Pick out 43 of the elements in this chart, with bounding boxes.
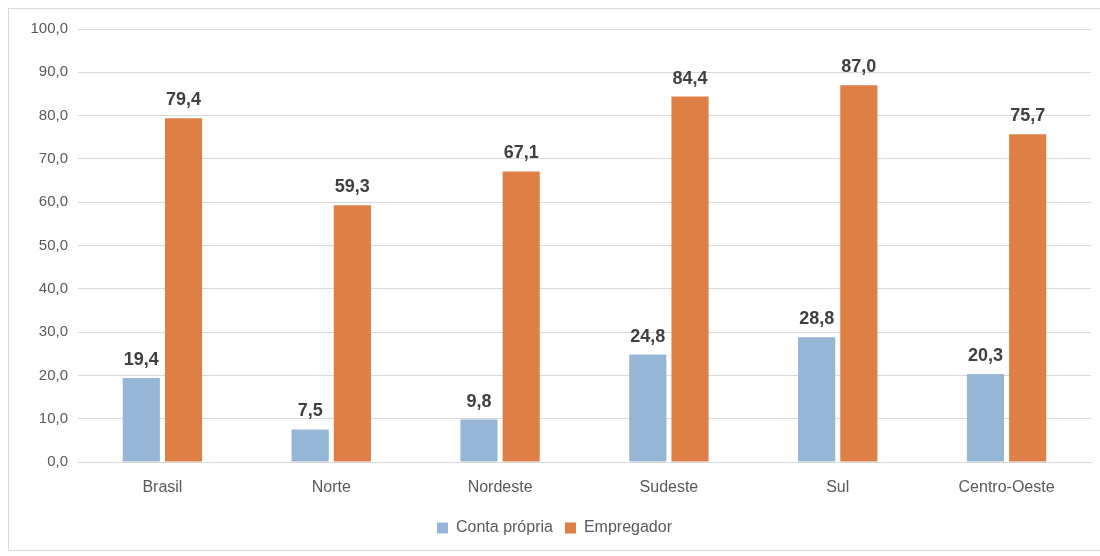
y-tick-label: 50,0: [38, 235, 68, 253]
y-tick-label: 100,0: [30, 19, 68, 37]
data-label: 9,8: [466, 390, 492, 411]
data-label: 59,3: [334, 176, 370, 197]
legend-label: Conta própria: [456, 518, 554, 536]
bar: [460, 419, 498, 462]
y-tick-label: 80,0: [38, 105, 68, 123]
bar: [502, 171, 540, 462]
legend-label: Empregador: [583, 518, 673, 536]
bar: [966, 374, 1005, 462]
bar: [291, 429, 329, 462]
y-tick-label: 40,0: [38, 278, 68, 296]
x-tick-label: Norte: [311, 478, 351, 496]
bar: [333, 205, 371, 462]
bar: [629, 354, 667, 462]
y-tick-label: 0,0: [47, 452, 68, 470]
data-label: 79,4: [166, 89, 202, 110]
y-tick-label: 70,0: [38, 149, 68, 167]
data-label: 24,8: [630, 325, 666, 346]
x-tick-label: Brasil: [142, 478, 183, 496]
y-tick-label: 20,0: [38, 365, 68, 383]
data-label: 67,1: [503, 142, 539, 163]
bar: [671, 96, 709, 462]
data-label: 84,4: [672, 67, 708, 88]
data-label: 28,8: [799, 308, 835, 329]
y-tick-label: 90,0: [38, 62, 68, 80]
data-label: 87,0: [841, 56, 877, 77]
x-tick-label: Sul: [826, 478, 850, 496]
data-label: 7,5: [297, 400, 323, 421]
x-tick-label: Nordeste: [467, 478, 533, 496]
x-tick-label: Sudeste: [639, 478, 699, 496]
data-label: 19,4: [123, 348, 159, 369]
bar: [1009, 134, 1047, 462]
y-tick-label: 10,0: [38, 408, 68, 426]
y-tick-label: 30,0: [38, 322, 68, 340]
data-label: 20,3: [967, 345, 1003, 366]
bar: [164, 118, 203, 462]
data-label: 75,7: [1010, 105, 1046, 126]
y-tick-label: 60,0: [38, 192, 68, 210]
bar: [122, 378, 160, 462]
bar: [840, 85, 878, 462]
x-tick-label: Centro-Oeste: [958, 478, 1055, 496]
bar: [798, 337, 836, 462]
